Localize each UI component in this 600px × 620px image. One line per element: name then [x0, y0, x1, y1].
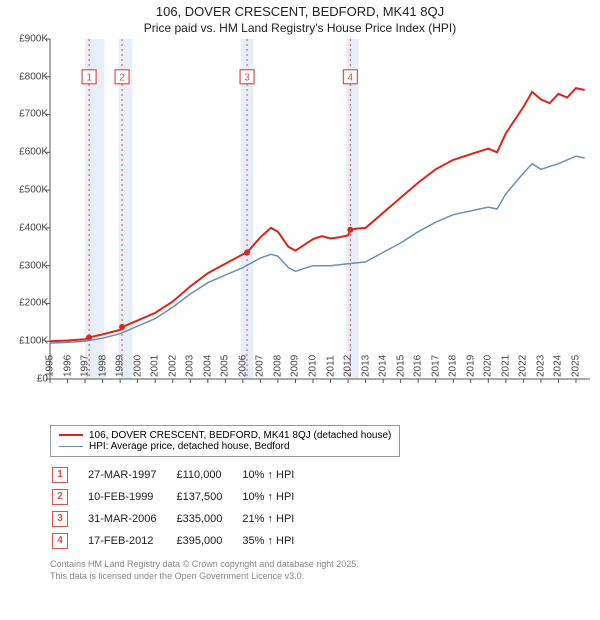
y-tick-label: £900K — [19, 33, 50, 44]
x-tick-label: 2004 — [202, 355, 213, 379]
sale-delta: 10% ↑ HPI — [242, 487, 312, 507]
x-tick-label: 2024 — [553, 355, 564, 379]
sale-price: £110,000 — [176, 465, 240, 485]
x-tick-label: 2011 — [325, 355, 336, 379]
x-tick-label: 2021 — [500, 355, 511, 379]
footer: Contains HM Land Registry data © Crown c… — [50, 559, 590, 582]
table-row: 4 17-FEB-2012£395,00035% ↑ HPI — [52, 531, 312, 551]
table-row: 2 10-FEB-1999£137,50010% ↑ HPI — [52, 487, 312, 507]
sale-date: 17-FEB-2012 — [88, 531, 174, 551]
legend-row: 106, DOVER CRESCENT, BEDFORD, MK41 8QJ (… — [59, 430, 391, 441]
sale-price: £335,000 — [176, 509, 240, 529]
sale-delta: 21% ↑ HPI — [242, 509, 312, 529]
x-tick-label: 2009 — [290, 355, 301, 379]
x-tick-label: 2016 — [413, 355, 424, 379]
chart-subtitle: Price paid vs. HM Land Registry's House … — [10, 21, 590, 35]
x-tick-label: 2005 — [220, 355, 231, 379]
sale-date: 31-MAR-2006 — [88, 509, 174, 529]
x-tick-label: 2025 — [570, 355, 581, 379]
sale-marker-icon: 2 — [52, 489, 68, 505]
svg-text:2: 2 — [119, 72, 125, 83]
legend-label: HPI: Average price, detached house, Bedf… — [89, 441, 290, 452]
x-tick-label: 1998 — [97, 355, 108, 379]
x-tick-label: 2022 — [518, 355, 529, 379]
y-tick-label: £100K — [19, 336, 50, 347]
y-tick-label: £600K — [19, 147, 50, 158]
y-tick-label: £700K — [19, 109, 50, 120]
y-tick-label: £300K — [19, 260, 50, 271]
sale-delta: 35% ↑ HPI — [242, 531, 312, 551]
chart: 1234£0£100K£200K£300K£400K£500K£600K£700… — [10, 39, 590, 419]
legend-label: 106, DOVER CRESCENT, BEDFORD, MK41 8QJ (… — [89, 430, 391, 441]
legend: 106, DOVER CRESCENT, BEDFORD, MK41 8QJ (… — [50, 425, 400, 457]
x-tick-label: 2018 — [448, 355, 459, 379]
legend-row: HPI: Average price, detached house, Bedf… — [59, 441, 391, 452]
sale-marker-icon: 4 — [52, 533, 68, 549]
y-tick-label: £500K — [19, 185, 50, 196]
sales-table: 1 27-MAR-1997£110,00010% ↑ HPI 2 10-FEB-199… — [50, 463, 314, 553]
x-tick-label: 1995 — [45, 355, 56, 379]
y-tick-label: £400K — [19, 222, 50, 233]
sale-price: £137,500 — [176, 487, 240, 507]
legend-swatch — [59, 434, 83, 436]
table-row: 1 27-MAR-1997£110,00010% ↑ HPI — [52, 465, 312, 485]
y-tick-label: £800K — [19, 71, 50, 82]
footer-line2: This data is licensed under the Open Gov… — [50, 571, 590, 583]
x-tick-label: 2020 — [483, 355, 494, 379]
svg-text:4: 4 — [348, 72, 354, 83]
x-tick-label: 2001 — [150, 355, 161, 379]
y-tick-label: £200K — [19, 298, 50, 309]
x-tick-label: 2003 — [185, 355, 196, 379]
x-tick-label: 2015 — [395, 355, 406, 379]
x-tick-label: 2012 — [343, 355, 354, 379]
x-tick-label: 2010 — [307, 355, 318, 379]
x-tick-label: 2002 — [167, 355, 178, 379]
x-tick-label: 2017 — [430, 355, 441, 379]
x-tick-label: 1997 — [80, 355, 91, 379]
x-tick-label: 1996 — [62, 355, 73, 379]
sale-date: 10-FEB-1999 — [88, 487, 174, 507]
x-tick-label: 2000 — [132, 355, 143, 379]
table-row: 3 31-MAR-2006£335,00021% ↑ HPI — [52, 509, 312, 529]
sale-marker-icon: 3 — [52, 511, 68, 527]
x-tick-label: 1999 — [115, 355, 126, 379]
chart-title: 106, DOVER CRESCENT, BEDFORD, MK41 8QJ — [10, 4, 590, 21]
sale-price: £395,000 — [176, 531, 240, 551]
svg-text:1: 1 — [86, 72, 92, 83]
legend-swatch — [59, 446, 83, 448]
x-tick-label: 2014 — [378, 355, 389, 379]
x-tick-label: 2019 — [465, 355, 476, 379]
sale-date: 27-MAR-1997 — [88, 465, 174, 485]
svg-text:3: 3 — [244, 72, 250, 83]
x-tick-label: 2023 — [535, 355, 546, 379]
x-tick-label: 2007 — [255, 355, 266, 379]
sale-marker-icon: 1 — [52, 467, 68, 483]
x-tick-label: 2013 — [360, 355, 371, 379]
x-tick-label: 2006 — [237, 355, 248, 379]
footer-line1: Contains HM Land Registry data © Crown c… — [50, 559, 590, 571]
sale-delta: 10% ↑ HPI — [242, 465, 312, 485]
x-tick-label: 2008 — [272, 355, 283, 379]
